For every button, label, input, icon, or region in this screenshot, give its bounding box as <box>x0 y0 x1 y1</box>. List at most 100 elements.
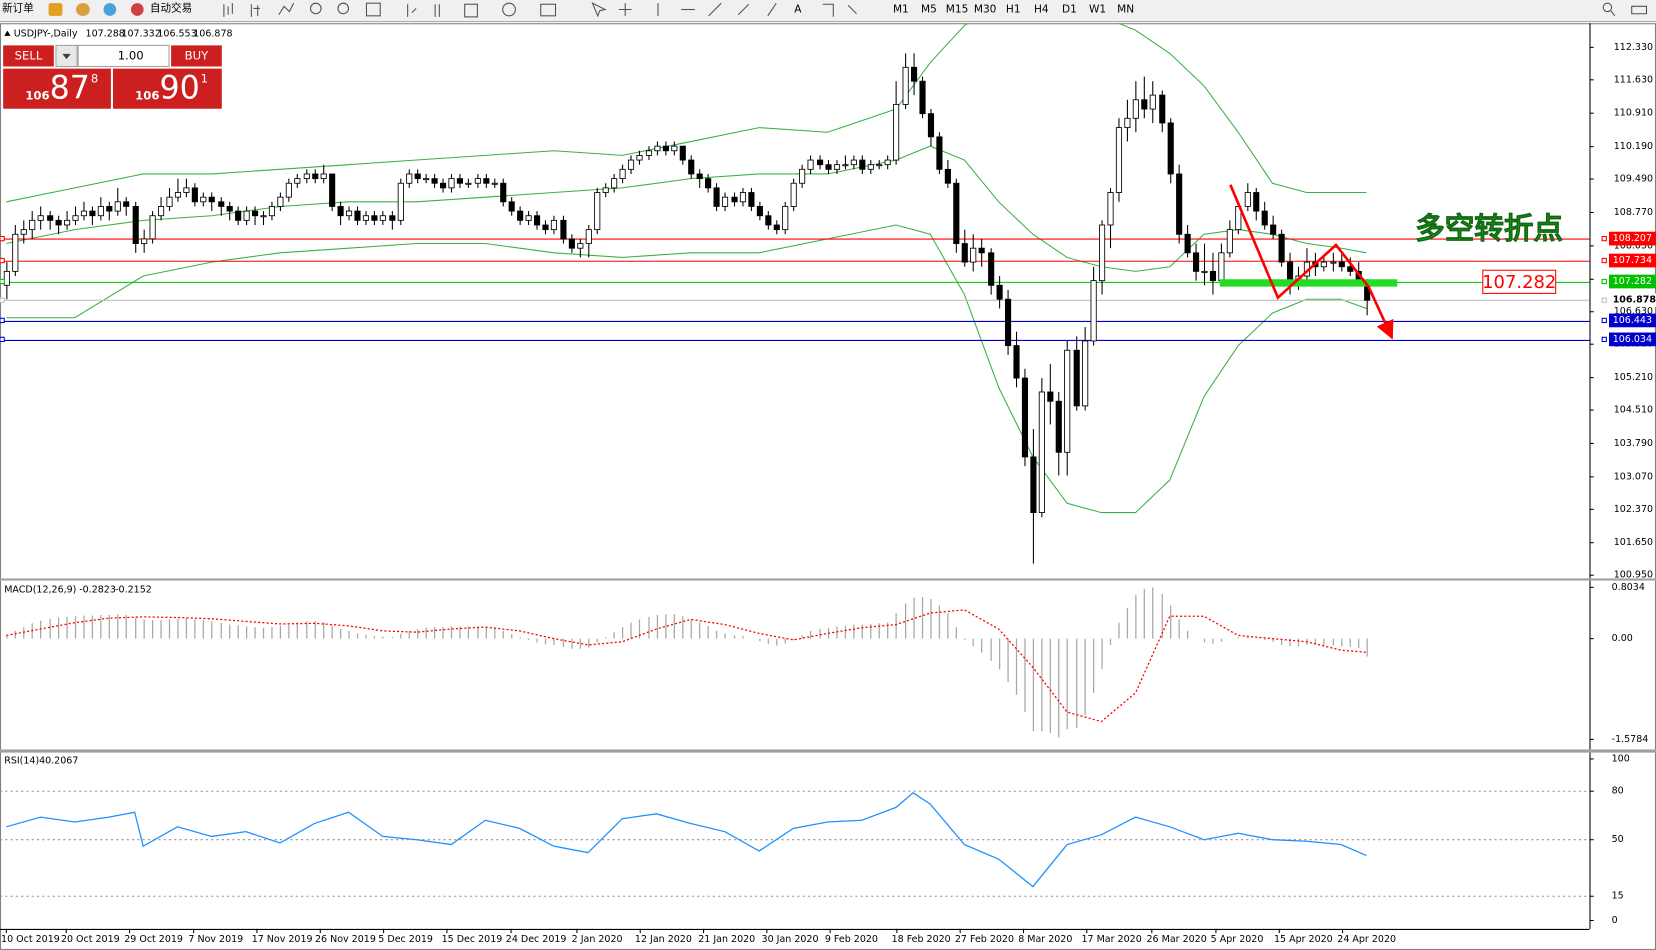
x-tick-label: 24 Dec 2019 <box>506 934 567 945</box>
candle-body <box>1082 340 1089 407</box>
buy-label[interactable]: BUY <box>185 48 209 62</box>
candle-body <box>97 206 104 217</box>
candle-body <box>560 219 567 240</box>
x-tick-label: 18 Feb 2020 <box>892 934 951 945</box>
candle-body <box>191 187 198 203</box>
toolbar <box>0 0 1656 22</box>
candle-body <box>320 173 327 180</box>
y-tick-label: 102.370 <box>1614 504 1653 515</box>
candle-body <box>671 145 678 152</box>
candle-body <box>1090 280 1097 342</box>
icon[interactable] <box>76 3 90 16</box>
price-level-label: 106.034 <box>1613 334 1652 345</box>
candle-body <box>285 182 292 198</box>
bollinger-lower <box>6 224 1367 514</box>
lot-input[interactable] <box>77 44 170 68</box>
candle-body <box>611 178 618 189</box>
icon[interactable] <box>48 3 63 16</box>
candle-body <box>1038 391 1045 514</box>
candle-body <box>268 206 276 217</box>
candle-body <box>756 206 763 217</box>
candle-body <box>141 238 148 244</box>
candle-body <box>1030 456 1037 514</box>
candle-body <box>850 159 857 166</box>
candle-body <box>782 206 789 231</box>
candle-body <box>312 173 319 180</box>
auto-trading-button[interactable]: 自动交易 <box>150 1 192 14</box>
spin-icon[interactable] <box>62 53 71 60</box>
candle-body <box>919 80 926 115</box>
sell-label[interactable]: SELL <box>15 48 43 62</box>
x-tick-label: 27 Feb 2020 <box>955 934 1014 945</box>
y-tick-label: 112.330 <box>1614 42 1653 53</box>
sell-button[interactable] <box>3 45 54 67</box>
candle-body <box>550 219 557 231</box>
buy-button[interactable] <box>171 45 222 67</box>
y-tick-label: 103.070 <box>1614 471 1653 482</box>
x-tick-label: 15 Dec 2019 <box>442 934 503 945</box>
zigzag-arrow <box>1229 184 1394 340</box>
y-tick-label: 104.510 <box>1614 405 1653 416</box>
timeframe-button[interactable]: M30 <box>974 4 997 16</box>
timeframe-button[interactable]: M5 <box>921 4 937 16</box>
candle-body <box>218 201 225 207</box>
sell-price-box[interactable] <box>3 68 111 109</box>
icon[interactable] <box>103 3 117 16</box>
candle-body <box>688 159 695 175</box>
price-level-label: 107.734 <box>1613 255 1652 266</box>
candle-body <box>251 210 259 217</box>
candle-body <box>106 206 113 212</box>
macd-signal <box>6 609 1367 723</box>
candle-body <box>731 196 738 203</box>
rsi-label: RSI(14) <box>4 756 39 767</box>
x-tick-label: 20 Oct 2019 <box>61 934 120 945</box>
candle-body <box>72 215 79 221</box>
x-tick-label: 26 Mar 2020 <box>1147 934 1207 945</box>
price-pip: 8 <box>91 72 98 86</box>
candle-body <box>988 252 995 286</box>
timeframe-button[interactable]: W1 <box>1089 4 1106 16</box>
candle-body <box>542 224 549 231</box>
annotation-text: 多空转折点 <box>1415 212 1563 246</box>
candle-body <box>636 154 643 161</box>
candle-body <box>397 182 404 221</box>
buy-price-box[interactable] <box>113 68 222 109</box>
y-tick-label: 80 <box>1612 786 1624 797</box>
candle-body <box>619 168 626 180</box>
candle-body <box>833 164 841 170</box>
timeframe-button[interactable]: H1 <box>1006 4 1021 16</box>
candle-body <box>47 215 54 221</box>
new-order-button[interactable]: 新订单 <box>2 1 34 14</box>
y-tick-label: 15 <box>1612 891 1624 902</box>
timeframe-button[interactable]: M1 <box>893 4 909 16</box>
lot-value[interactable]: 1.00 <box>118 48 144 62</box>
y-tick-label: 0.8034 <box>1612 582 1645 593</box>
candle-body <box>1159 94 1166 124</box>
timeframe-button[interactable]: H4 <box>1034 4 1049 16</box>
candle-body <box>29 219 36 231</box>
candle-body <box>389 215 396 221</box>
candle-body <box>1141 99 1148 110</box>
candle-body <box>1064 349 1071 453</box>
collapse-icon[interactable] <box>4 30 11 36</box>
timeframe-button[interactable]: M15 <box>946 4 969 16</box>
candle-body <box>3 270 10 286</box>
candle-body <box>149 215 156 240</box>
auto-trading-icon[interactable] <box>130 3 144 16</box>
y-tick-label: 106.630 <box>1614 306 1653 317</box>
level-handle <box>1601 235 1607 242</box>
timeframe-button[interactable]: MN <box>1117 4 1134 16</box>
candle-body <box>329 173 336 207</box>
candle-body <box>1124 117 1131 129</box>
candle-body <box>568 238 575 249</box>
tool-icons[interactable] <box>223 2 1648 18</box>
x-tick-label: 21 Jan 2020 <box>698 934 755 945</box>
candle-body <box>961 243 968 263</box>
candle-body <box>12 233 19 272</box>
price-pip: 1 <box>201 72 208 86</box>
timeframe-button[interactable]: D1 <box>1062 4 1077 16</box>
text-tool[interactable]: A <box>794 4 802 16</box>
